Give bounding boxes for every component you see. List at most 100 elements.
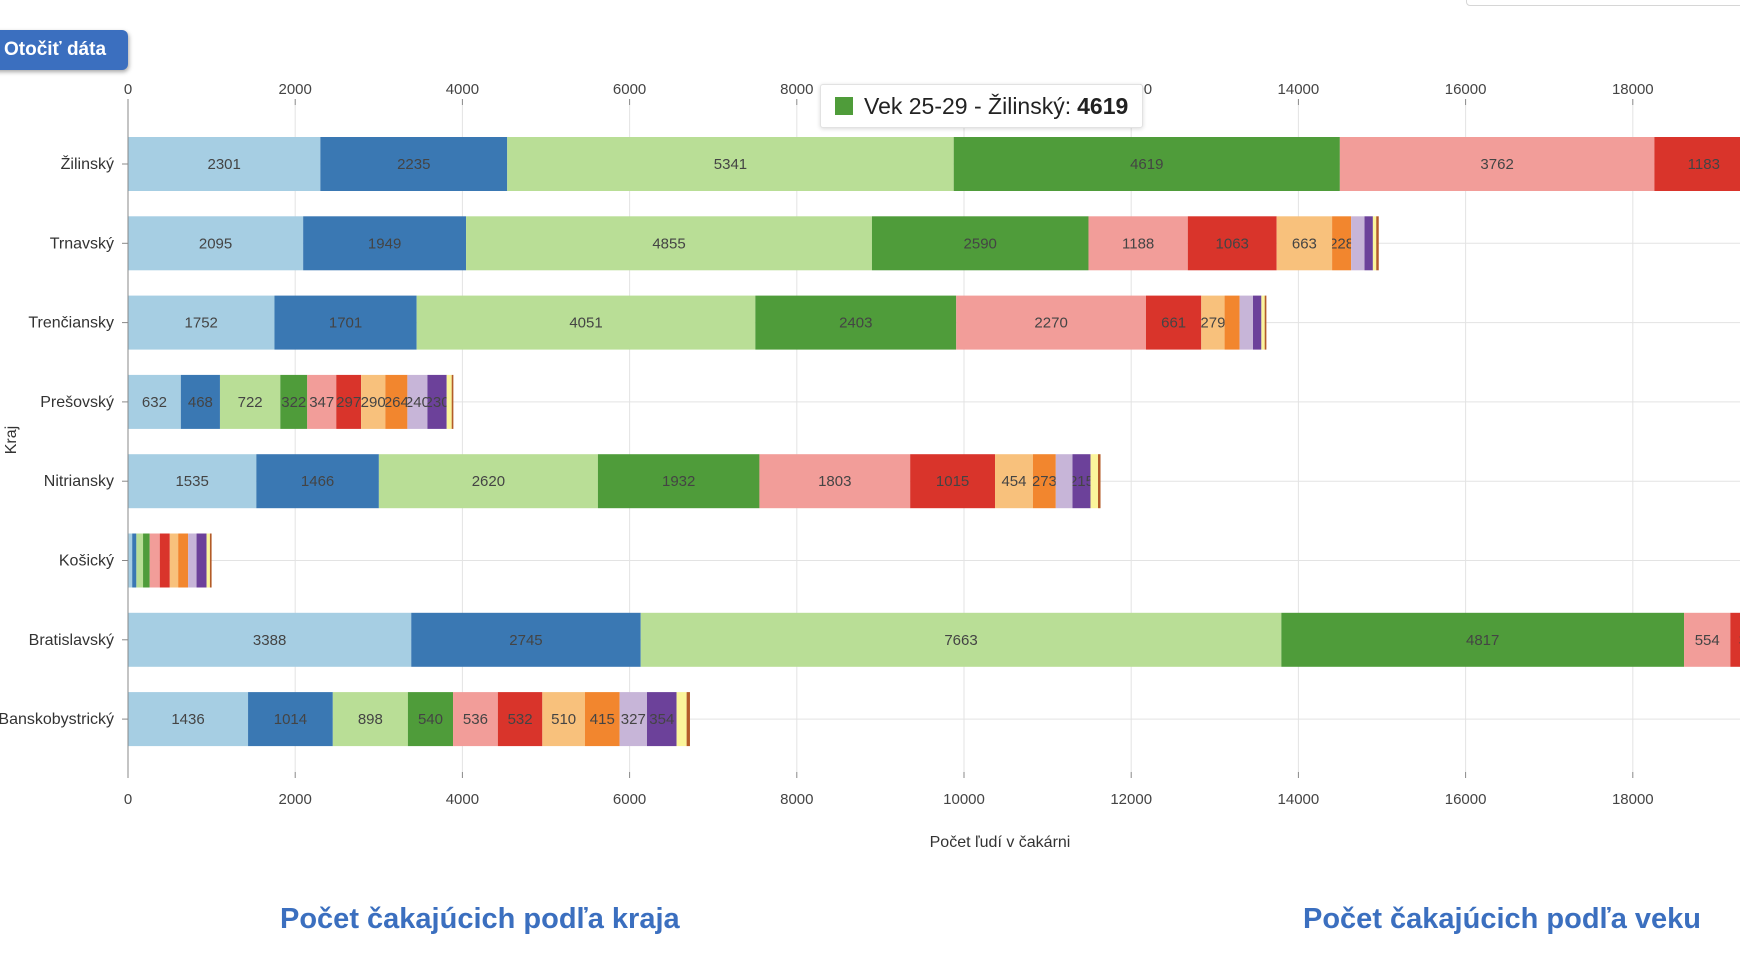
- bar-2-series-10: [1261, 295, 1265, 350]
- bar-7-series-11: [686, 692, 690, 747]
- bar-label-1-series-2: 4855: [652, 235, 685, 252]
- bar-5-series-6: [169, 533, 179, 588]
- bar-7-series-5: [497, 692, 543, 747]
- x-tick-label-bottom-0: 0: [124, 791, 132, 808]
- category-label-1: Trnavský: [50, 235, 114, 252]
- bar-0-series-1: [320, 137, 508, 191]
- x-tick-label-bottom-6000: 6000: [613, 791, 646, 808]
- top-input-field[interactable]: [1466, 0, 1740, 6]
- bar-1-series-4: [1088, 216, 1188, 271]
- bar-3-series-7: [385, 374, 408, 429]
- bar-4-series-9: [1072, 454, 1091, 509]
- x-tick-label-top-18000: 18000: [1612, 81, 1654, 98]
- tooltip-color-swatch: [835, 97, 853, 115]
- bar-label-1-series-7: 228: [1329, 235, 1354, 252]
- bar-label-2-series-2: 4051: [569, 315, 602, 332]
- bar-2-series-0: [128, 295, 275, 350]
- bar-1-series-10: [1372, 216, 1377, 271]
- bar-7-series-4: [453, 692, 498, 747]
- bar-6-series-1: [411, 612, 641, 667]
- bar-0-series-4: [1339, 137, 1655, 191]
- bar-3-series-0: [128, 374, 181, 429]
- bar-6-series-2: [640, 612, 1282, 667]
- bar-2-series-4: [956, 295, 1146, 350]
- bar-2-series-11: [1264, 295, 1267, 350]
- bar-label-3-series-5: 297: [336, 394, 361, 411]
- bar-1-series-3: [871, 216, 1089, 271]
- y-axis-title: Kraj: [3, 426, 20, 454]
- tooltip-value: 4619: [1077, 92, 1129, 119]
- bar-label-7-series-3: 540: [418, 711, 443, 728]
- bar-label-1-series-1: 1949: [368, 235, 401, 252]
- bar-3-series-1: [180, 374, 220, 429]
- bar-7-series-6: [542, 692, 585, 747]
- bar-6-series-0: [128, 612, 412, 667]
- bar-7-series-9: [646, 692, 677, 747]
- x-tick-label-top-16000: 16000: [1445, 81, 1487, 98]
- bar-3-series-10: [446, 374, 452, 429]
- bar-label-0-series-0: 2301: [207, 156, 240, 173]
- bar-label-6-series-4: 554: [1695, 632, 1720, 649]
- bar-label-6-series-0: 3388: [253, 632, 286, 649]
- bar-6-series-4: [1684, 612, 1731, 667]
- bar-label-7-series-5: 532: [508, 711, 533, 728]
- bar-0-series-5: [1654, 137, 1740, 191]
- bar-label-2-series-4: 2270: [1034, 315, 1067, 332]
- bar-5-series-10: [206, 533, 210, 588]
- bar-1-series-7: [1332, 216, 1352, 271]
- bar-label-0-series-1: 2235: [397, 156, 430, 173]
- bar-5-series-9: [196, 533, 207, 588]
- bar-label-3-series-1: 468: [188, 394, 213, 411]
- bar-label-1-series-6: 663: [1292, 235, 1317, 252]
- bar-4-series-1: [256, 454, 379, 509]
- x-tick-label-bottom-16000: 16000: [1445, 791, 1487, 808]
- category-label-0: Žilinský: [61, 154, 114, 173]
- bar-3-series-4: [307, 374, 337, 429]
- bar-label-0-series-2: 5341: [714, 156, 747, 173]
- x-tick-label-top-0: 0: [124, 81, 132, 98]
- bar-2-series-2: [416, 295, 756, 350]
- bar-label-3-series-6: 290: [361, 394, 386, 411]
- bar-label-4-series-0: 1535: [175, 473, 208, 490]
- bar-5-series-4: [149, 533, 160, 588]
- bar-5-series-1: [132, 533, 137, 588]
- chart-tooltip: Vek 25-29 - Žilinský : 4619: [820, 84, 1144, 128]
- bar-7-series-2: [332, 692, 408, 747]
- bar-5-series-2: [136, 533, 144, 588]
- x-tick-label-bottom-14000: 14000: [1278, 791, 1320, 808]
- category-label-2: Trenčiansky: [28, 315, 114, 332]
- section-title-by-region[interactable]: Počet čakajúcich podľa kraja: [280, 903, 680, 935]
- bar-4-series-0: [128, 454, 257, 509]
- bar-label-3-series-0: 632: [142, 394, 167, 411]
- bar-4-series-7: [1032, 454, 1056, 509]
- bar-label-3-series-2: 722: [238, 394, 263, 411]
- section-title-by-age[interactable]: Počet čakajúcich podľa veku: [1303, 903, 1701, 935]
- category-label-6: Bratislavský: [29, 632, 114, 649]
- bar-label-0-series-3: 4619: [1130, 156, 1163, 173]
- bar-4-series-4: [759, 454, 911, 509]
- x-tick-label-top-2000: 2000: [279, 81, 312, 98]
- x-tick-label-top-6000: 6000: [613, 81, 646, 98]
- bar-label-7-series-7: 415: [590, 711, 615, 728]
- bar-5-series-5: [159, 533, 170, 588]
- bar-label-3-series-4: 347: [309, 394, 334, 411]
- bar-5-series-3: [143, 533, 150, 588]
- bar-label-4-series-6: 454: [1001, 473, 1026, 490]
- bar-label-2-series-1: 1701: [329, 315, 362, 332]
- bar-label-4-series-2: 2620: [472, 473, 505, 490]
- bar-label-7-series-6: 510: [551, 711, 576, 728]
- x-tick-label-bottom-10000: 10000: [943, 791, 985, 808]
- bar-label-4-series-5: 1015: [936, 473, 969, 490]
- bar-1-series-5: [1187, 216, 1277, 271]
- bar-label-4-series-3: 1932: [662, 473, 695, 490]
- bar-3-series-3: [280, 374, 308, 429]
- x-tick-label-top-8000: 8000: [780, 81, 813, 98]
- bar-label-7-series-1: 1014: [274, 711, 307, 728]
- rotate-data-button[interactable]: Otočiť dáta: [0, 30, 129, 70]
- bar-4-series-3: [597, 454, 760, 509]
- bar-5-series-7: [178, 533, 189, 588]
- bar-label-1-series-5: 1063: [1216, 235, 1249, 252]
- bar-label-1-series-3: 2590: [964, 235, 997, 252]
- bar-3-series-9: [427, 374, 447, 429]
